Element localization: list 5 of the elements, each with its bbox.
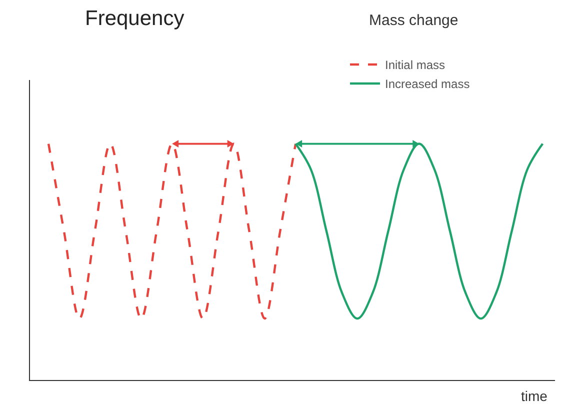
chart-subtitle: Mass change bbox=[369, 12, 458, 29]
legend-label: Increased mass bbox=[385, 77, 470, 92]
chart-title: Frequency bbox=[85, 7, 185, 30]
legend-label: Initial mass bbox=[385, 58, 446, 72]
x-axis-title: time bbox=[521, 388, 548, 404]
